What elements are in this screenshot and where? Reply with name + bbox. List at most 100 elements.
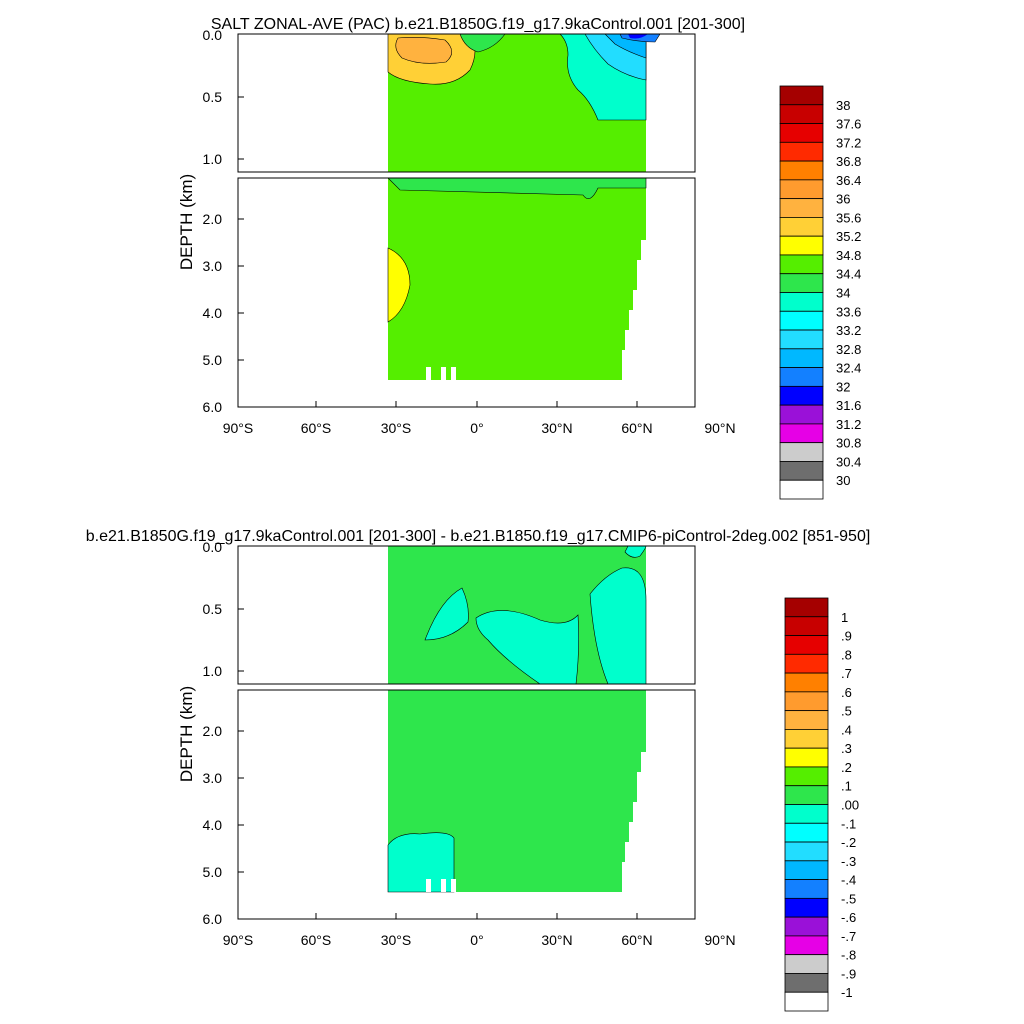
x-tick-label: 30°S xyxy=(381,932,412,948)
colorbar-label: 31.6 xyxy=(836,398,861,413)
y-tick-label: 2.0 xyxy=(203,211,223,227)
panel-difference: b.e21.B1850G.f19_g17.9kaControl.001 [201… xyxy=(86,528,871,1012)
bathymetry-gap xyxy=(441,367,446,380)
colorbar-label: -1 xyxy=(841,985,853,1000)
colorbar-label: .6 xyxy=(841,685,852,700)
colorbar-swatch xyxy=(779,310,824,331)
x-tick-label: 90°N xyxy=(704,420,735,436)
colorbar-swatch xyxy=(784,879,829,899)
colorbar-label: -.7 xyxy=(841,929,856,944)
colorbar-label: 35.6 xyxy=(836,210,861,225)
colorbar-label: 33.6 xyxy=(836,304,861,319)
x-tick-label: 90°S xyxy=(223,420,254,436)
colorbar-label: .3 xyxy=(841,741,852,756)
colorbar-swatch xyxy=(784,691,829,712)
panel-1-title: SALT ZONAL-AVE (PAC) b.e21.B1850G.f19_g1… xyxy=(211,16,745,33)
colorbar-label: .5 xyxy=(841,704,852,719)
colorbar-swatch xyxy=(779,348,824,368)
colorbar-swatch xyxy=(784,991,829,1012)
colorbar-label: -.9 xyxy=(841,966,856,981)
y-tick-label: 0.0 xyxy=(203,27,223,43)
contour-min-salt xyxy=(628,34,648,39)
colorbar-label: .00 xyxy=(841,798,859,813)
y-tick-label: 3.0 xyxy=(203,770,223,786)
bathymetry-gap xyxy=(451,879,456,892)
colorbar-swatch xyxy=(784,954,829,974)
colorbar-label: -.6 xyxy=(841,910,856,925)
panel-2-lower-frame xyxy=(237,689,696,920)
colorbar-swatch xyxy=(784,804,829,824)
colorbar-swatch xyxy=(784,785,829,805)
colorbar-label: 30 xyxy=(836,473,850,488)
y-tick-label: 1.0 xyxy=(203,663,223,679)
contour-negative xyxy=(475,610,579,685)
y-tick-label: 4.0 xyxy=(203,305,223,321)
bathymetry-gap xyxy=(426,879,431,892)
x-ticks xyxy=(237,913,696,919)
y-axis-label: DEPTH (km) xyxy=(177,686,196,782)
colorbar-swatch xyxy=(779,385,824,406)
colorbar-label: 32 xyxy=(836,379,850,394)
x-tick-label: 90°N xyxy=(704,932,735,948)
x-tick-label: 60°S xyxy=(301,420,332,436)
y-tick-label: 1.0 xyxy=(203,151,223,167)
panel-2-upper-frame xyxy=(237,545,696,685)
colorbar-swatch xyxy=(784,672,829,693)
field-base xyxy=(388,178,646,380)
colorbar-swatch xyxy=(779,104,824,124)
x-tick-label: 30°N xyxy=(541,932,572,948)
colorbar-swatch xyxy=(784,822,829,843)
colorbar-swatch xyxy=(784,897,829,918)
colorbar-swatch xyxy=(784,635,829,655)
panel-1-lower-plot xyxy=(237,177,696,408)
x-tick-label: 60°S xyxy=(301,932,332,948)
x-ticks xyxy=(237,401,696,407)
colorbar-label: 36.4 xyxy=(836,173,861,188)
colorbar-swatch xyxy=(784,841,829,862)
contour-mid-salt xyxy=(459,33,506,53)
contour-max-salt xyxy=(395,37,453,64)
bathymetry-gap xyxy=(426,367,431,380)
panel-1-colorbar: 38 37.6 37.2 36.8 36.4 36 35.6 35.2 34.8 34.4 34 33… xyxy=(779,85,861,500)
panel-2-title: b.e21.B1850G.f19_g17.9kaControl.001 [201… xyxy=(86,528,871,545)
panel-1-upper-frame xyxy=(237,33,696,173)
colorbar-label: 32.8 xyxy=(836,342,861,357)
x-tick-label: 30°N xyxy=(541,420,572,436)
y-tick-label: 2.0 xyxy=(203,723,223,739)
panel-2-lower-plot xyxy=(237,689,696,920)
colorbar-swatch xyxy=(779,179,824,200)
colorbar-label: -.4 xyxy=(841,873,856,888)
colorbar-swatch xyxy=(779,404,824,425)
y-tick-label: 4.0 xyxy=(203,817,223,833)
x-tick-label: 30°S xyxy=(381,420,412,436)
colorbar-label: 37.6 xyxy=(836,117,861,132)
bathymetry-gap xyxy=(441,879,446,892)
y-tick-label: 0.5 xyxy=(203,601,223,617)
colorbar-label: -.5 xyxy=(841,891,856,906)
colorbar-label: 37.2 xyxy=(836,135,861,150)
colorbar-label: .9 xyxy=(841,629,852,644)
colorbar-swatch xyxy=(784,860,829,880)
colorbar-label: 34.8 xyxy=(836,248,861,263)
contour-negative xyxy=(387,832,455,893)
colorbar-label: 30.8 xyxy=(836,436,861,451)
colorbar-swatch xyxy=(784,766,829,787)
x-tick-label: 60°N xyxy=(621,932,652,948)
colorbar-swatch xyxy=(779,367,824,387)
colorbar-label: 1 xyxy=(841,610,848,625)
colorbar-label: 34.4 xyxy=(836,267,861,282)
colorbar-label: .8 xyxy=(841,647,852,662)
colorbar-swatch xyxy=(779,235,824,256)
colorbar-swatch xyxy=(784,710,829,730)
panel-2-axes: 0.0 0.5 1.0 2.0 3.0 4.0 5.0 6.0 DEPTH (k… xyxy=(177,539,736,948)
colorbar-swatch xyxy=(779,254,824,275)
colorbar-swatch xyxy=(779,423,824,444)
colorbar-label: 30.4 xyxy=(836,454,861,469)
colorbar-swatch xyxy=(779,479,824,500)
y-tick-label: 6.0 xyxy=(203,911,223,927)
colorbar-swatch xyxy=(779,273,824,293)
colorbar-label: .4 xyxy=(841,722,852,737)
y-tick-label: 3.0 xyxy=(203,258,223,274)
colorbar-label: 36.8 xyxy=(836,154,861,169)
colorbar-swatch xyxy=(779,329,824,350)
